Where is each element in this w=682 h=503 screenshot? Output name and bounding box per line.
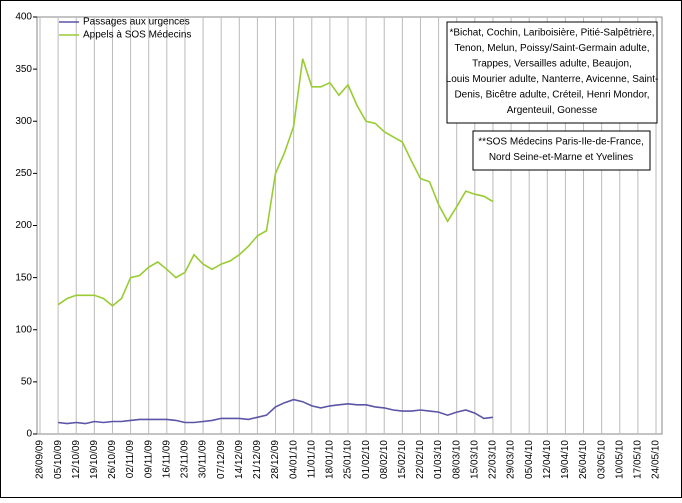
- x-tick-label: 26/04/10: [578, 440, 589, 479]
- y-tick-label: 350: [15, 64, 32, 75]
- x-tick-label: 14/12/09: [234, 440, 245, 479]
- x-tick-label: 12/04/10: [542, 440, 553, 479]
- y-tick-label: 100: [15, 324, 32, 335]
- x-tick-label: 05/10/09: [53, 440, 64, 479]
- annotation-text: *Bichat, Cochin, Lariboisière, Pitié-Sal…: [449, 28, 654, 39]
- annotation-box: [446, 21, 658, 124]
- annotation-box: [472, 130, 651, 171]
- line-series: [57, 58, 494, 307]
- x-tick-label: 08/03/10: [451, 440, 462, 479]
- annotation-text: Denis, Bicêtre adulte, Créteil, Henri Mo…: [454, 90, 649, 101]
- annotation-text: Nord Seine-et-Marne et Yvelines: [489, 152, 633, 163]
- x-tick-label: 15/02/10: [397, 440, 408, 479]
- x-tick-label: 01/03/10: [433, 440, 444, 479]
- x-tick-label: 23/11/09: [180, 440, 191, 479]
- x-tick-label: 02/11/09: [125, 440, 136, 479]
- x-tick-label: 22/03/10: [488, 440, 499, 479]
- y-tick-label: 50: [21, 377, 33, 388]
- x-tick-label: 26/10/09: [107, 440, 118, 479]
- x-tick-label: 18/01/10: [325, 440, 336, 479]
- x-tick-label: 17/05/10: [633, 440, 644, 479]
- x-tick-label: 04/01/10: [288, 440, 299, 479]
- x-tick-label: 21/12/09: [252, 440, 263, 479]
- x-tick-label: 01/02/10: [361, 440, 372, 479]
- x-tick-label: 28/09/09: [35, 440, 46, 479]
- x-tick-label: 28/12/09: [270, 440, 281, 479]
- y-tick-label: 400: [15, 12, 32, 23]
- y-tick-label: 250: [15, 168, 32, 179]
- annotation-text: **SOS Médecins Paris-Ile-de-France,: [478, 137, 644, 148]
- annotation-text: Tenon, Melun, Poissy/Saint-Germain adult…: [454, 43, 649, 54]
- y-tick-label: 0: [26, 429, 32, 440]
- x-tick-label: 07/12/09: [216, 440, 227, 479]
- x-tick-label: 15/03/10: [469, 440, 480, 479]
- annotation-text: Louis Mourier adulte, Nanterre, Avicenne…: [446, 74, 659, 85]
- x-tick-label: 11/01/10: [306, 440, 317, 479]
- x-tick-label: 05/04/10: [524, 440, 535, 479]
- x-tick-label: 30/11/09: [198, 440, 209, 479]
- x-tick-label: 08/02/10: [379, 440, 390, 479]
- y-tick-label: 300: [15, 116, 32, 127]
- x-tick-label: 12/10/09: [71, 440, 82, 479]
- x-tick-label: 29/03/10: [506, 440, 517, 479]
- legend-label: Appels à SOS Médecins: [83, 30, 191, 41]
- x-tick-label: 19/10/09: [89, 440, 100, 479]
- x-tick-label: 16/11/09: [161, 440, 172, 479]
- x-tick-label: 25/01/10: [343, 440, 354, 479]
- x-tick-label: 10/05/10: [614, 440, 625, 479]
- annotation-text: Argenteuil, Gonesse: [507, 105, 598, 116]
- annotation-text: Trappes, Versailles adulte, Beaujon,: [472, 59, 632, 70]
- line-series: [58, 398, 493, 425]
- x-tick-label: 19/04/10: [560, 440, 571, 479]
- y-tick-label: 200: [15, 220, 32, 231]
- x-tick-label: 22/02/10: [415, 440, 426, 479]
- legend-label: Passages aux urgences: [83, 17, 190, 28]
- x-tick-label: 03/05/10: [596, 440, 607, 479]
- x-tick-label: 24/05/10: [651, 440, 662, 479]
- y-tick-label: 150: [15, 272, 32, 283]
- x-tick-label: 09/11/09: [143, 440, 154, 479]
